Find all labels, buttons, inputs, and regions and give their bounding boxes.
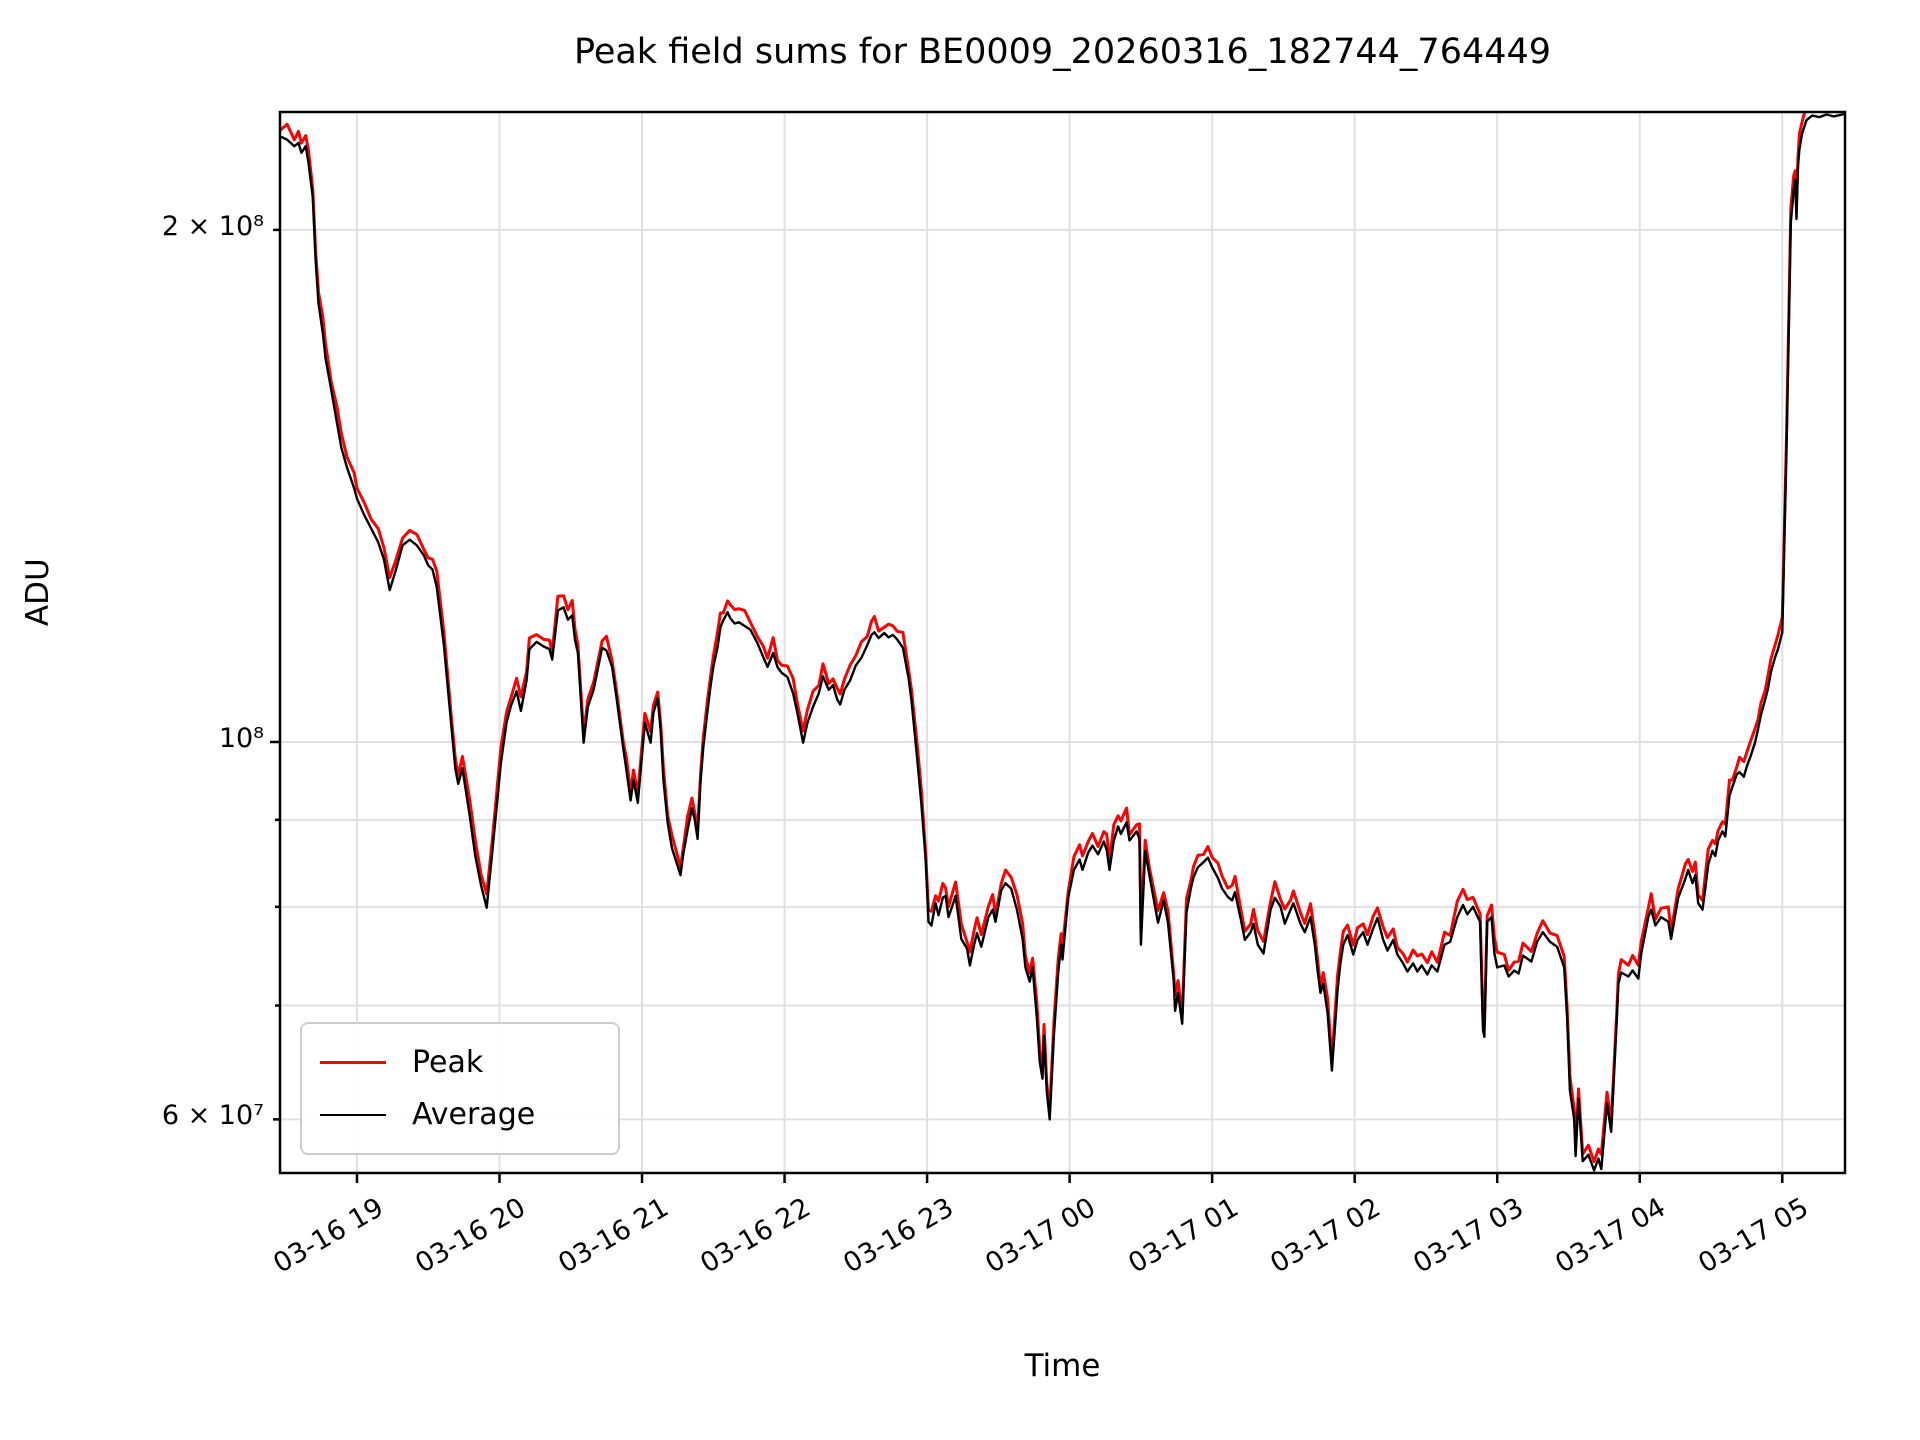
tick-marks: [270, 228, 1784, 1183]
series-group: [280, 112, 1845, 1172]
gridlines: [280, 112, 1845, 1173]
legend-label: Average: [412, 1097, 536, 1132]
average-line: [280, 112, 1845, 1172]
legend-item-peak: Peak: [302, 1045, 618, 1080]
legend-line-swatch: [320, 1113, 386, 1116]
y-tick-label: 10⁸: [218, 722, 264, 754]
x-axis-label: Time: [1024, 1348, 1101, 1384]
axes-spines: [278, 110, 1847, 1175]
y-tick-label: 6 × 10⁷: [161, 1100, 264, 1132]
chart-title: Peak field sums for BE0009_20260316_1827…: [573, 32, 1552, 72]
legend-item-average: Average: [302, 1097, 618, 1132]
legend: Peak Average: [300, 1022, 620, 1155]
legend-line-swatch: [320, 1061, 386, 1064]
peak-line: [280, 112, 1807, 1164]
y-tick-label: 2 × 10⁸: [161, 210, 264, 242]
legend-label: Peak: [412, 1045, 484, 1080]
